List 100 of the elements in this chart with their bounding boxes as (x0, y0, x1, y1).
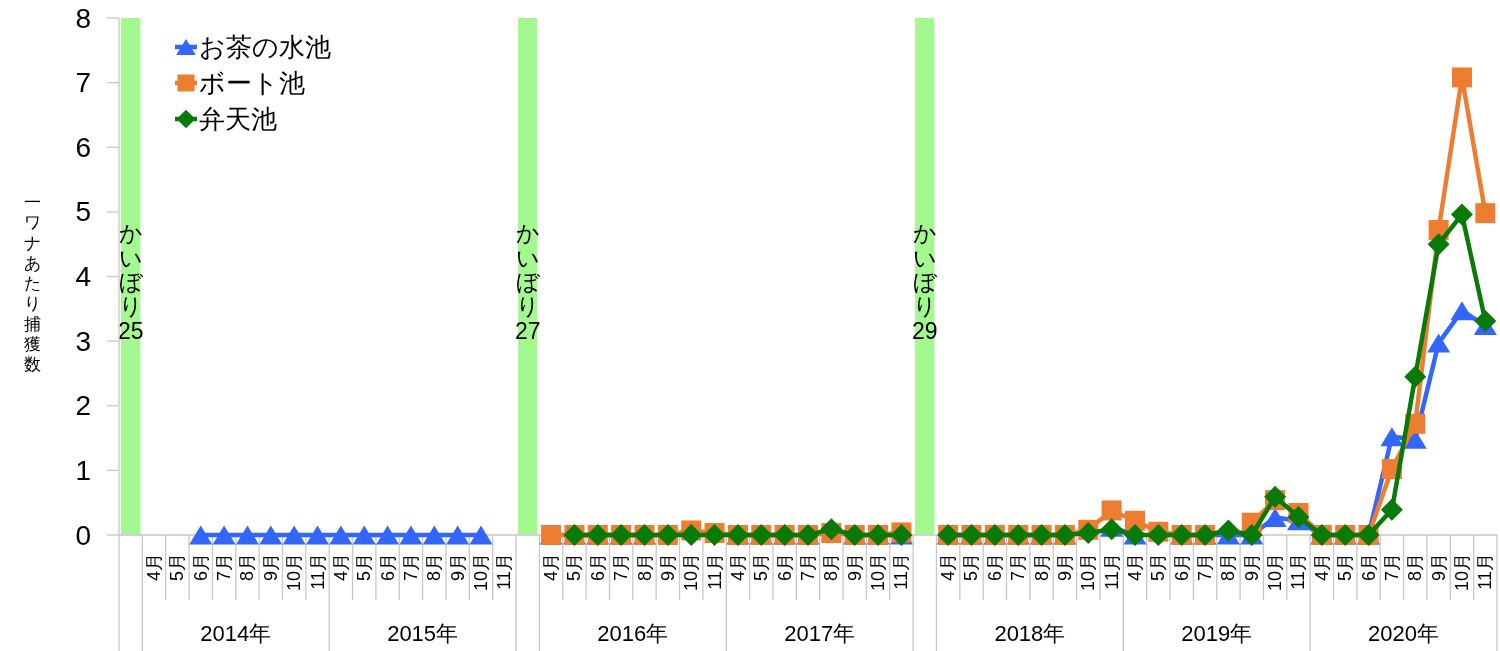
point (235, 525, 259, 545)
x-tick-label: 4月 (541, 553, 562, 582)
x-tick-label: 6月 (190, 553, 211, 582)
x-tick-label: 6月 (984, 553, 1005, 582)
x-tick-label: 5月 (167, 553, 188, 582)
annotation: かいぼり29 (911, 220, 938, 344)
x-tick-label: 8月 (1031, 553, 1052, 582)
x-tick-label: 9月 (447, 553, 468, 582)
text: 2017年 (784, 621, 856, 646)
point (329, 525, 353, 545)
point (820, 518, 843, 541)
x-tick-label: 4月 (1311, 553, 1332, 582)
legend-label: お茶の水池 (199, 32, 331, 62)
x-tick-label: 11月 (1288, 553, 1309, 590)
point (1474, 310, 1497, 333)
point (1380, 498, 1403, 521)
point (422, 525, 446, 545)
point (1263, 508, 1287, 528)
y-tick-label: 4 (75, 261, 91, 292)
x-tick-label: 11月 (307, 553, 328, 590)
x-tick-label: 8月 (237, 553, 258, 582)
x-tick-label: 9月 (657, 553, 678, 582)
x-tick-label: 5月 (564, 553, 585, 582)
point (680, 524, 703, 546)
x-tick-label: 7月 (611, 553, 632, 582)
x-tick-label: 10月 (284, 553, 305, 592)
x-tick-label: 10月 (868, 553, 889, 592)
point (446, 525, 470, 545)
y-tick-label: 5 (75, 196, 91, 228)
point (1450, 301, 1474, 321)
y-tick-label: 8 (75, 2, 91, 34)
x-tick-label: 4月 (1124, 553, 1145, 582)
y-tick-label: 6 (75, 131, 91, 163)
x-tick-label: 10月 (1265, 553, 1286, 592)
x-tick-label: 5月 (1335, 553, 1356, 582)
x-tick-label: 6月 (1171, 553, 1192, 582)
legend-label: ボート池 (199, 68, 305, 98)
point (189, 525, 213, 545)
y-tick-label: 2 (75, 390, 91, 422)
text: 2019年 (1181, 621, 1253, 646)
point (1264, 485, 1287, 508)
point (1217, 519, 1240, 542)
x-tick-label: 5月 (1148, 553, 1169, 582)
point (282, 525, 306, 545)
point (1077, 522, 1100, 545)
y-tick-label: 0 (75, 519, 91, 551)
x-tick-label: 7月 (214, 553, 235, 582)
x-tick-label: 7月 (1008, 553, 1029, 582)
x-tick-label: 11月 (1101, 553, 1122, 590)
point (1475, 203, 1496, 224)
x-tick-label: 10月 (1451, 553, 1472, 592)
x-tick-label: 9月 (1241, 553, 1262, 582)
x-tick-label: 7月 (1381, 553, 1402, 582)
legend-label: 弁天池 (199, 104, 277, 134)
x-tick-label: 10月 (471, 553, 492, 592)
annotation: かいぼり25 (117, 220, 144, 344)
point (1450, 203, 1473, 226)
text: 2015年 (387, 621, 459, 646)
text: 一ワナあたり捕獲数 (23, 193, 41, 375)
x-tick-label: 7月 (1195, 553, 1216, 582)
point (306, 525, 330, 545)
point (469, 525, 493, 545)
x-tick-label: 9月 (260, 553, 281, 582)
x-tick-label: 4月 (144, 553, 165, 582)
x-tick-label: 8月 (634, 553, 655, 582)
y-tick-label: 7 (75, 67, 91, 99)
x-tick-label: 10月 (1078, 553, 1099, 592)
x-tick-label: 8月 (424, 553, 445, 582)
x-tick-label: 11月 (494, 553, 515, 590)
point (212, 525, 236, 545)
y-tick-label: 1 (75, 454, 91, 486)
x-tick-label: 4月 (727, 553, 748, 582)
x-tick-label: 8月 (821, 553, 842, 582)
point (1380, 427, 1404, 447)
x-tick-label: 5月 (354, 553, 375, 582)
x-tick-label: 11月 (1475, 553, 1496, 590)
x-tick-label: 10月 (681, 553, 702, 592)
x-tick-label: 4月 (938, 553, 959, 582)
x-tick-label: 6月 (587, 553, 608, 582)
x-tick-label: 9月 (844, 553, 865, 582)
point (259, 525, 283, 545)
x-tick-label: 8月 (1405, 553, 1426, 582)
x-tick-label: 7月 (798, 553, 818, 582)
point (352, 525, 376, 545)
text: 2020年 (1368, 621, 1440, 646)
x-tick-label: 5月 (751, 553, 772, 582)
text: 2018年 (994, 621, 1066, 646)
point (399, 525, 423, 545)
x-tick-label: 6月 (774, 553, 795, 582)
x-tick-label: 11月 (891, 553, 912, 590)
y-tick-label: 3 (75, 325, 91, 357)
text: 2014年 (200, 621, 272, 646)
point (1404, 365, 1427, 388)
x-tick-label: 4月 (330, 553, 351, 582)
annotation: かいぼり27 (514, 220, 541, 344)
x-tick-label: 7月 (400, 553, 421, 582)
point (1427, 333, 1451, 353)
x-tick-label: 6月 (377, 553, 398, 582)
x-tick-label: 8月 (1218, 553, 1239, 582)
point (1101, 500, 1122, 521)
